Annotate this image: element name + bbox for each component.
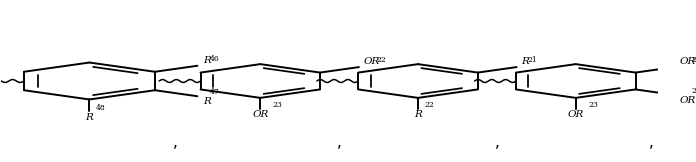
Text: 21: 21 — [528, 56, 537, 64]
Text: 21: 21 — [692, 56, 696, 64]
Text: OR: OR — [679, 96, 695, 105]
Text: OR: OR — [364, 57, 380, 66]
Text: 22: 22 — [376, 56, 386, 64]
Text: ,: , — [649, 134, 654, 150]
Text: 22: 22 — [692, 87, 696, 95]
Text: R: R — [414, 110, 422, 119]
Text: OR: OR — [679, 57, 695, 66]
Text: ,: , — [173, 134, 177, 150]
Text: OR: OR — [568, 110, 584, 119]
Text: R: R — [86, 113, 93, 122]
Text: 47: 47 — [209, 88, 219, 96]
Text: R: R — [203, 56, 210, 65]
Text: 46: 46 — [209, 55, 219, 63]
Text: OR: OR — [252, 110, 269, 119]
Text: ,: , — [494, 134, 499, 150]
Text: 23: 23 — [273, 101, 283, 109]
Text: 22: 22 — [425, 101, 434, 109]
Text: R: R — [521, 57, 529, 66]
Text: R: R — [203, 97, 210, 106]
Text: 23: 23 — [588, 101, 598, 109]
Text: 48: 48 — [96, 104, 106, 112]
Text: ,: , — [337, 134, 342, 150]
